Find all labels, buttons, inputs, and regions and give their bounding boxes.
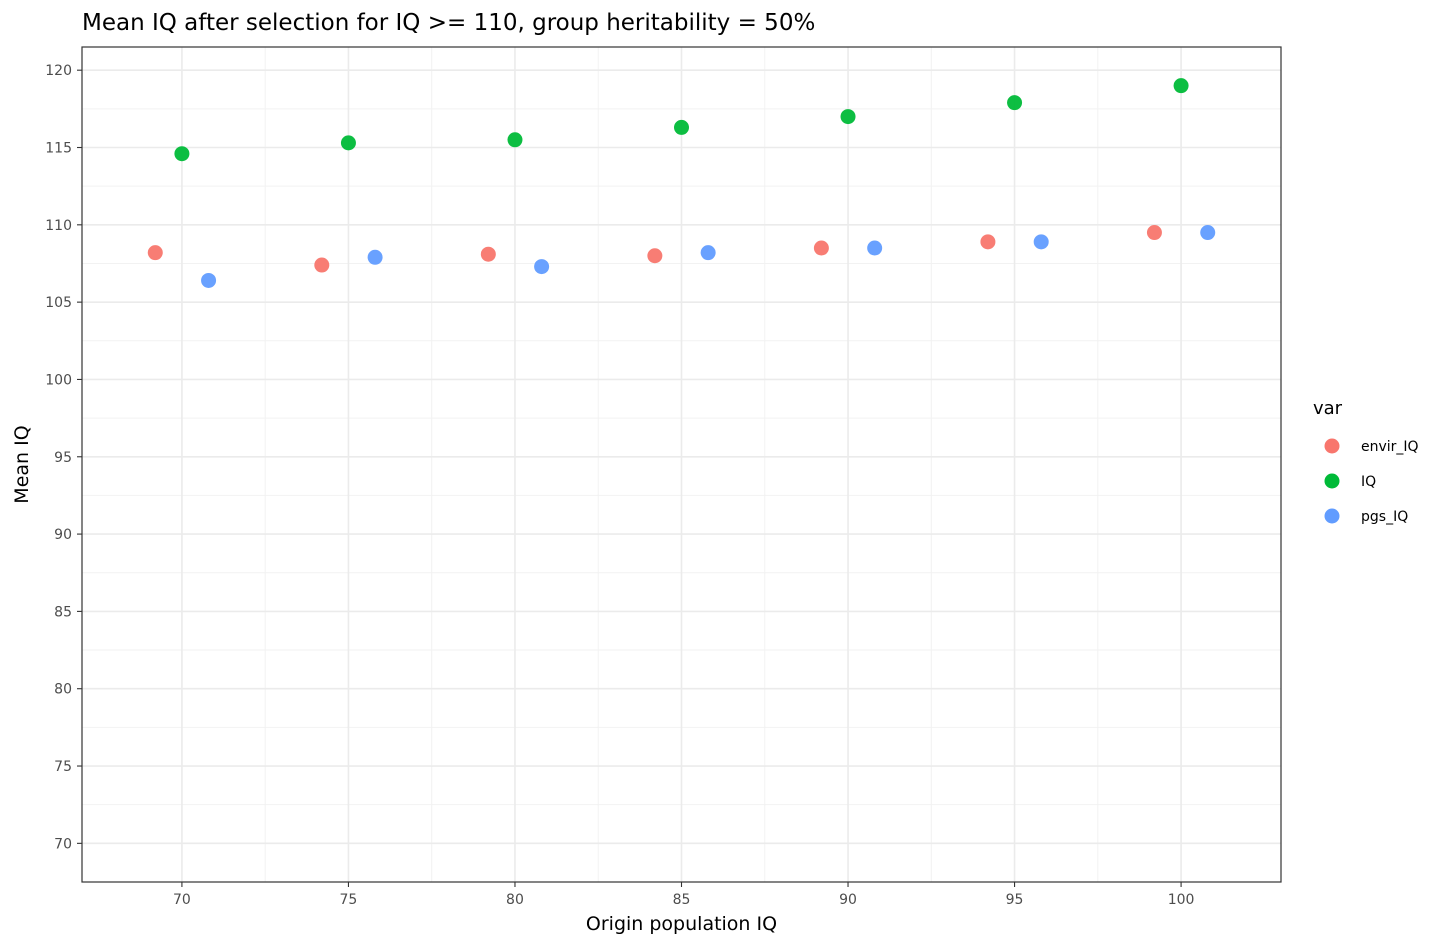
y-tick-label: 70 xyxy=(54,836,72,852)
x-tick-label: 70 xyxy=(173,892,191,908)
y-tick-label: 110 xyxy=(45,218,72,234)
x-tick-label: 100 xyxy=(1168,892,1195,908)
data-point-pgs-iq xyxy=(1033,234,1049,250)
legend-key-iq xyxy=(1324,473,1340,489)
x-tick-label: 95 xyxy=(1006,892,1024,908)
chart-title: Mean IQ after selection for IQ >= 110, g… xyxy=(82,10,815,36)
legend: var envir_IQ IQ pgs_IQ xyxy=(1313,398,1419,525)
y-tick-label: 120 xyxy=(45,63,72,79)
data-point-iq xyxy=(840,109,856,125)
data-point-pgs-iq xyxy=(1200,225,1216,241)
data-point-iq xyxy=(1007,95,1023,111)
data-point-envir-iq xyxy=(1146,225,1162,241)
data-point-envir-iq xyxy=(980,234,996,250)
x-tick-label: 75 xyxy=(340,892,358,908)
legend-label: IQ xyxy=(1361,474,1376,490)
data-point-envir-iq xyxy=(813,240,829,256)
y-tick-label: 100 xyxy=(45,372,72,388)
data-point-pgs-iq xyxy=(534,259,550,275)
y-tick-label: 80 xyxy=(54,682,72,698)
axes: 70 75 80 85 90 95 100 70 75 80 85 90 95 100 105 110 115 1… xyxy=(45,63,1194,908)
data-point-pgs-iq xyxy=(367,249,383,265)
y-tick-label: 95 xyxy=(54,450,72,466)
data-point-iq xyxy=(174,146,190,162)
y-tick-label: 85 xyxy=(54,604,72,620)
data-points xyxy=(147,78,1216,288)
data-point-envir-iq xyxy=(480,246,496,262)
legend-title: var xyxy=(1313,398,1343,419)
legend-key-envir-iq xyxy=(1324,438,1340,454)
data-point-envir-iq xyxy=(147,245,163,261)
y-tick-label: 75 xyxy=(54,759,72,775)
legend-items: envir_IQ IQ pgs_IQ xyxy=(1324,438,1419,525)
data-point-pgs-iq xyxy=(867,240,883,256)
legend-label: pgs_IQ xyxy=(1361,509,1408,525)
x-tick-label: 85 xyxy=(673,892,691,908)
data-point-pgs-iq xyxy=(201,272,217,288)
x-tick-label: 80 xyxy=(506,892,524,908)
legend-key-pgs-iq xyxy=(1324,508,1340,524)
data-point-pgs-iq xyxy=(700,245,716,261)
y-axis-title: Mean IQ xyxy=(11,425,33,503)
data-point-iq xyxy=(340,135,356,151)
data-point-iq xyxy=(507,132,523,148)
grid-lines xyxy=(82,47,1281,882)
data-point-envir-iq xyxy=(647,248,663,264)
legend-label: envir_IQ xyxy=(1361,439,1419,455)
y-tick-label: 105 xyxy=(45,295,72,311)
data-point-envir-iq xyxy=(314,257,330,273)
data-point-iq xyxy=(674,119,689,135)
y-tick-label: 90 xyxy=(54,527,72,543)
x-tick-label: 90 xyxy=(839,892,857,908)
data-point-iq xyxy=(1173,78,1189,94)
x-axis-title: Origin population IQ xyxy=(586,913,777,935)
y-tick-label: 115 xyxy=(45,141,72,157)
